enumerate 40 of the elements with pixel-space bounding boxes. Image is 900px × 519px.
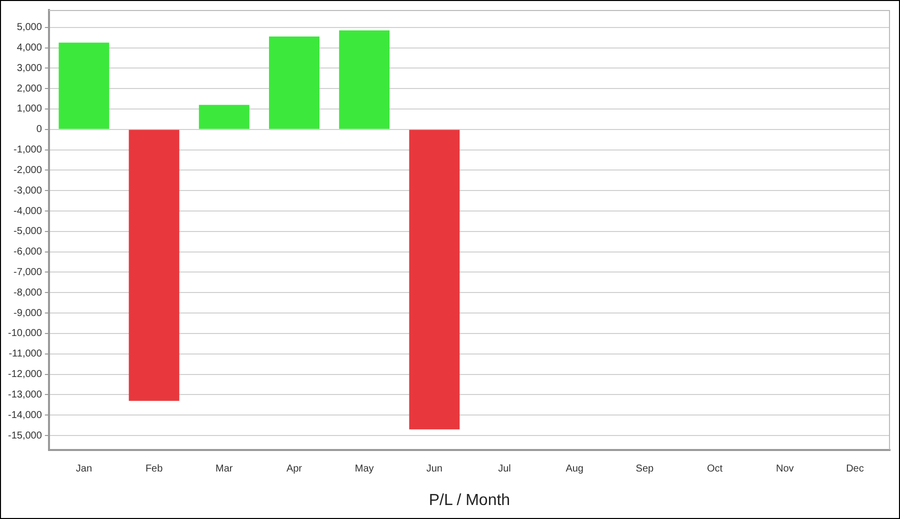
y-tick-label: -7,000 [14, 266, 42, 278]
y-tick-label: -2,000 [14, 164, 42, 176]
x-tick-label: Jun [426, 464, 442, 475]
y-tick-label: -1,000 [14, 144, 42, 156]
x-tick-label: May [354, 464, 374, 475]
bar [128, 130, 180, 401]
y-tick-label: 4,000 [16, 42, 42, 54]
y-tick-label: -8,000 [14, 287, 42, 298]
bar [269, 36, 320, 129]
y-tick-label: -3,000 [14, 185, 42, 196]
y-tick-label: -13,000 [8, 389, 42, 400]
y-tick-label: 3,000 [16, 62, 42, 74]
x-tick-label: Nov [776, 464, 794, 475]
x-tick-label: Aug [566, 464, 584, 475]
y-tick-label: -10,000 [8, 328, 42, 340]
x-axis-title: P/L / Month [428, 492, 510, 509]
x-tick-label: Jan [76, 464, 92, 475]
x-tick-label: Sep [636, 464, 654, 475]
y-tick-label: -5,000 [14, 226, 42, 238]
x-tick-label: Jul [498, 464, 511, 475]
y-tick-label: -14,000 [8, 410, 42, 421]
x-tick-label: Feb [145, 464, 164, 475]
y-tick-label: 0 [36, 124, 42, 136]
x-tick-label: Apr [286, 464, 303, 475]
y-tick-label: -15,000 [8, 430, 42, 442]
x-tick-label: Dec [846, 464, 864, 475]
y-tick-label: 1,000 [16, 104, 42, 115]
bar [58, 42, 110, 129]
x-tick-label: Mar [216, 464, 234, 475]
y-tick-label: -9,000 [14, 308, 42, 319]
y-tick-label: -11,000 [8, 348, 42, 360]
x-tick-label: Oct [706, 464, 723, 475]
y-tick-label: -4,000 [14, 206, 42, 217]
bar [409, 130, 460, 430]
bar [339, 30, 390, 129]
y-tick-label: 5,000 [16, 22, 42, 34]
y-tick-label: 2,000 [16, 83, 42, 94]
y-tick-label: -12,000 [8, 369, 42, 380]
y-tick-label: -6,000 [14, 246, 42, 258]
bar [198, 104, 250, 129]
